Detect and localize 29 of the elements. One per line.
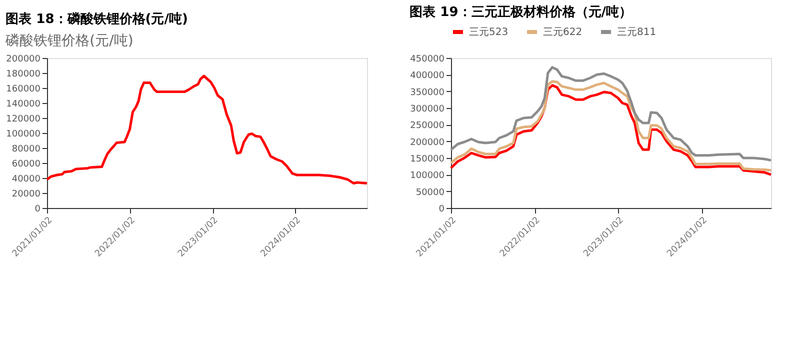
y-tick-label: 80000 bbox=[12, 144, 41, 154]
y-tick-label: 450000 bbox=[410, 54, 445, 64]
chart-title: 图表 18：磷酸铁锂价格(元/吨) bbox=[6, 11, 188, 27]
y-tick-label: 160000 bbox=[6, 84, 41, 94]
y-tick-label: 200000 bbox=[410, 138, 445, 148]
y-tick-label: 120000 bbox=[6, 114, 41, 124]
y-tick-label: 20000 bbox=[12, 190, 41, 200]
y-tick-label: 200000 bbox=[6, 54, 41, 64]
y-tick-label: 150000 bbox=[410, 154, 445, 164]
chart-title: 图表 19：三元正极材料价格（元/吨） bbox=[410, 5, 632, 20]
y-tick-label: 50000 bbox=[416, 188, 445, 198]
y-tick-label: 300000 bbox=[410, 104, 445, 114]
y-tick-label: 400000 bbox=[410, 71, 445, 82]
line-series bbox=[46, 74, 368, 184]
y-tick-label: 40000 bbox=[12, 174, 41, 184]
y-tick-label: 60000 bbox=[12, 160, 41, 170]
y-tick-label: 250000 bbox=[410, 121, 445, 132]
legend-label: 三元622 bbox=[543, 27, 582, 38]
legend-label: 三元523 bbox=[469, 27, 508, 38]
y-tick-label: 0 bbox=[34, 204, 41, 214]
chart-subtitle: 磷酸铁锂价格(元/吨) bbox=[4, 33, 134, 49]
y-tick-label: 0 bbox=[438, 204, 445, 214]
y-tick-label: 100000 bbox=[410, 171, 445, 182]
legend-label: 三元811 bbox=[617, 27, 656, 38]
y-tick-label: 140000 bbox=[6, 100, 41, 110]
line-series bbox=[450, 66, 772, 162]
y-tick-label: 180000 bbox=[6, 70, 41, 80]
y-tick-label: 100000 bbox=[6, 130, 41, 140]
y-tick-label: 350000 bbox=[410, 88, 445, 98]
